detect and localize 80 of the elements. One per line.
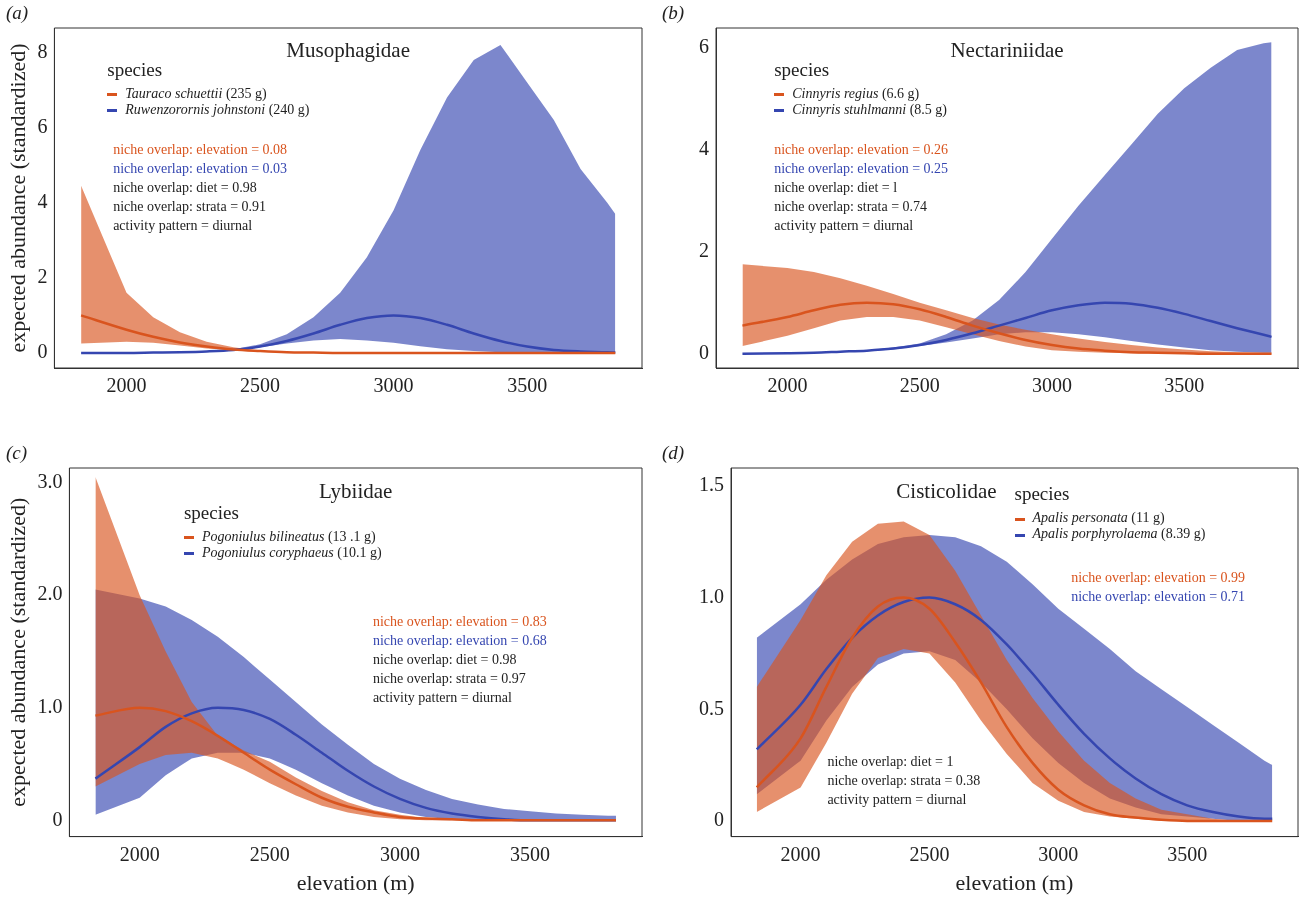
annotation: activity pattern = diurnal [113, 217, 254, 236]
y-tick-label: 2.0 [37, 582, 63, 605]
annotation: niche overlap: elevation = 0.71 [1071, 587, 1246, 606]
x-tick-label: 3000 [1031, 374, 1072, 397]
y-tick-label: 8 [37, 39, 48, 62]
x-tick-label: 3000 [379, 842, 420, 865]
annotation: niche overlap: elevation = 0.99 [1071, 568, 1246, 587]
legend-label: Pogoniulus coryphaeus (10.1 g) [201, 544, 382, 560]
line-series [741, 301, 1273, 355]
y-tick-label: 4 [37, 189, 48, 212]
legend-label: Ruwenzorornis johnstoni (240 g) [125, 102, 310, 117]
annotation: activity pattern = diurnal [372, 688, 513, 707]
text: Nectariniidae [950, 38, 1064, 64]
x-tick-label: 2500 [899, 374, 940, 397]
annotation: niche overlap: strata = 0.74 [774, 198, 929, 217]
text: Cisticolidae [896, 479, 997, 505]
legend-label: Tauraco schuettii (235 g) [125, 86, 267, 101]
y-tick-label: 0 [52, 807, 63, 830]
y-tick-label: 6 [37, 114, 48, 137]
x-tick-label: 3500 [510, 842, 551, 865]
annotation: niche overlap: elevation = 0.26 [774, 141, 949, 160]
annotation: niche overlap: elevation = 0.83 [372, 612, 547, 631]
legend-label: Apalis porphyrolaema (8.39 g) [1032, 526, 1206, 542]
annotation: niche overlap: elevation = 0.08 [113, 141, 288, 160]
legend-label: Cinnyris stuhlmanni (8.5 g) [792, 102, 947, 117]
annotation: niche overlap: diet = 1 [827, 752, 955, 771]
x-axis-title: elevation (m) [296, 869, 415, 895]
y-tick-label: 0 [699, 340, 709, 363]
x-tick-label: 3000 [1038, 842, 1079, 865]
annotation: niche overlap: strata = 0.38 [827, 771, 981, 790]
annotation: niche overlap: elevation = 0.68 [372, 631, 547, 650]
annotation: activity pattern = diurnal [774, 217, 915, 236]
annotation: niche overlap: strata = 0.97 [372, 669, 527, 688]
legend-label: Cinnyris regius (6.6 g) [792, 86, 920, 101]
annotation: niche overlap: elevation = 0.03 [113, 160, 288, 179]
annotation: niche overlap: diet = 0.98 [113, 179, 258, 198]
text: (a) [6, 2, 29, 24]
legend-label: Apalis personata (11 g) [1032, 510, 1165, 526]
x-tick-label: 2000 [119, 842, 160, 865]
y-tick-label: 2 [699, 238, 709, 261]
y-tick-label: 0 [714, 808, 724, 831]
annotation: niche overlap: elevation = 0.25 [774, 160, 949, 179]
annotation: niche overlap: strata = 0.91 [113, 198, 268, 217]
x-tick-label: 2000 [767, 374, 808, 397]
x-tick-label: 3500 [507, 374, 548, 397]
legend-title: species [774, 59, 831, 80]
legend-title: species [1014, 483, 1071, 505]
annotation: niche overlap: diet = l [774, 179, 899, 198]
text: Musophagidae [286, 38, 411, 64]
y-tick-label: 1.0 [37, 694, 63, 717]
y-tick-label: 3.0 [37, 469, 63, 492]
x-tick-label: 2500 [249, 842, 290, 865]
y-tick-label: 0.5 [699, 696, 724, 719]
x-tick-label: 3500 [1167, 842, 1208, 865]
x-tick-label: 3000 [373, 374, 414, 397]
x-tick-label: 2500 [240, 374, 281, 397]
text: (c) [6, 442, 28, 464]
text: (d) [662, 442, 685, 464]
x-tick-label: 2500 [909, 842, 950, 865]
legend-title: species [183, 501, 240, 523]
text: (b) [662, 2, 685, 24]
line-series [79, 314, 617, 355]
legend-title: species [107, 59, 164, 80]
x-axis-title: elevation (m) [955, 869, 1074, 895]
y-tick-label: 1.0 [699, 584, 724, 607]
y-tick-label: 0 [37, 340, 48, 363]
y-tick-label: 1.5 [699, 473, 724, 496]
annotation: niche overlap: diet = 0.98 [372, 650, 518, 669]
annotation: activity pattern = diurnal [827, 790, 968, 809]
y-tick-label: 2 [37, 265, 48, 288]
y-axis-title: expected abundance (standardized) [4, 43, 30, 353]
x-tick-label: 3500 [1164, 374, 1205, 397]
text: Lybiidae [318, 479, 393, 505]
legend-label: Pogoniulus bilineatus (13 .1 g) [201, 528, 376, 544]
y-tick-label: 4 [699, 136, 709, 159]
line-series [94, 706, 618, 822]
x-tick-label: 2000 [780, 842, 821, 865]
y-tick-label: 6 [699, 34, 709, 57]
y-axis-title: expected abundance (standardized) [4, 497, 30, 807]
x-tick-label: 2000 [106, 374, 147, 397]
